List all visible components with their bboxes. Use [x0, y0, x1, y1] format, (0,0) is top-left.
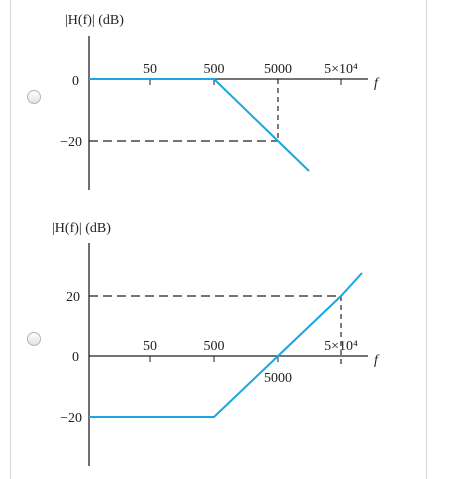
answer-option-1-radio[interactable]: [27, 90, 41, 104]
plot-2-y-tick-label: 0: [72, 350, 79, 365]
plot-1-x-tick-label: 50: [143, 62, 157, 77]
plot-2-x-tick-label: 50: [143, 339, 157, 354]
card-left-border: [10, 0, 11, 479]
plot-1-y-tick-label: −20: [60, 135, 82, 150]
plot-2-y-tick-label: 20: [66, 290, 80, 305]
answer-option-2-radio[interactable]: [27, 332, 41, 346]
plot-1-x-tick-label: 5×10⁴: [324, 62, 358, 77]
plot-2-x-axis-label: f: [374, 353, 380, 368]
plot-2-y-axis-label: |H(f)| (dB): [52, 221, 111, 236]
plot-1-y-axis-label: |H(f)| (dB): [65, 13, 124, 28]
plot-1-y-tick-label: 0: [72, 74, 79, 89]
plot-2-x-tick-label: 5000: [264, 371, 292, 386]
plot-1-x-axis-label: f: [374, 76, 380, 91]
plot-1-x-tick-label: 500: [204, 62, 225, 77]
plot-1-magnitude-curve: [89, 78, 310, 172]
card-right-border: [426, 0, 427, 479]
plot-2-y-tick-label: −20: [60, 411, 82, 426]
plot-2-magnitude-curve: [89, 272, 363, 418]
plot-2-x-tick-label: 500: [204, 339, 225, 354]
option-1-bode-plot: |H(f)| (dB) f 0 −20 50 500 5000 5×10⁴: [60, 13, 380, 190]
plot-2-x-tick-label: 5×10⁴: [324, 339, 358, 354]
plot-1-x-tick-label: 5000: [264, 62, 292, 77]
